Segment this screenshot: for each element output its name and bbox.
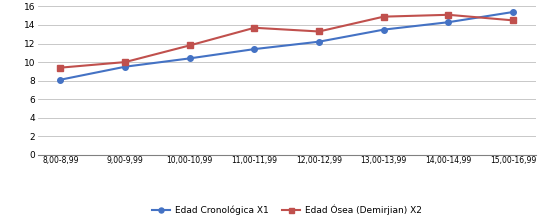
Edad Ósea (Demirjian) X2: [187, 44, 193, 47]
Edad Cronológica X1: [122, 65, 128, 68]
Edad Cronológica X1: [316, 40, 322, 43]
Edad Cronológica X1: [57, 78, 64, 81]
Edad Cronológica X1: [445, 21, 452, 23]
Edad Cronológica X1: [251, 48, 258, 50]
Line: Edad Cronológica X1: Edad Cronológica X1: [58, 9, 516, 83]
Edad Cronológica X1: [187, 57, 193, 60]
Edad Cronológica X1: [380, 28, 387, 31]
Edad Ósea (Demirjian) X2: [445, 14, 452, 16]
Edad Ósea (Demirjian) X2: [510, 19, 516, 22]
Edad Ósea (Demirjian) X2: [251, 26, 258, 29]
Edad Ósea (Demirjian) X2: [316, 30, 322, 33]
Line: Edad Ósea (Demirjian) X2: Edad Ósea (Demirjian) X2: [58, 12, 516, 71]
Legend: Edad Cronológica X1, Edad Ósea (Demirjian) X2: Edad Cronológica X1, Edad Ósea (Demirjia…: [148, 201, 425, 215]
Edad Ósea (Demirjian) X2: [122, 61, 128, 63]
Edad Ósea (Demirjian) X2: [57, 66, 64, 69]
Edad Ósea (Demirjian) X2: [380, 15, 387, 18]
Edad Cronológica X1: [510, 11, 516, 13]
